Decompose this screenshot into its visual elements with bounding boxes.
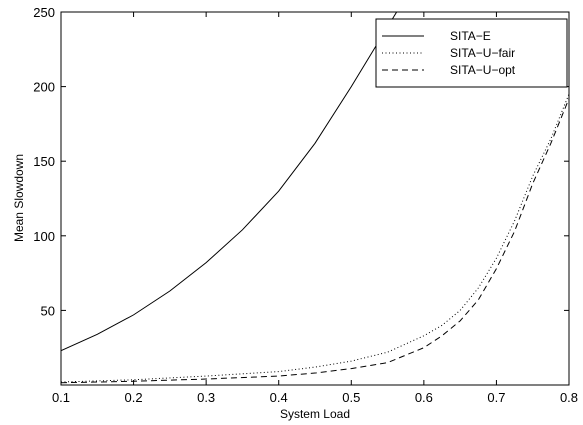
x-axis-title: System Load	[280, 407, 350, 421]
x-tick-label: 0.1	[52, 390, 70, 405]
x-tick-label: 0.8	[560, 390, 578, 405]
legend: SITA−E SITA−U−fair SITA−U−opt	[375, 18, 568, 88]
x-tick-label: 0.2	[125, 390, 143, 405]
y-tick-label: 100	[33, 229, 55, 244]
series-line-1	[61, 93, 569, 383]
axis-ticks	[60, 11, 570, 385]
x-tick-label: 0.3	[197, 390, 215, 405]
y-tick-label: 200	[33, 80, 55, 95]
x-tick-label: 0.5	[342, 390, 360, 405]
series-line-0	[61, 12, 398, 352]
legend-label-sita-u-opt: SITA−U−opt	[450, 63, 516, 77]
series-lines	[61, 12, 569, 384]
x-tick-label: 0.6	[415, 390, 433, 405]
legend-box	[375, 18, 568, 88]
y-tick-label: 150	[33, 154, 55, 169]
legend-label-sita-u-fair: SITA−U−fair	[450, 46, 515, 60]
x-tick-label: 0.7	[487, 390, 505, 405]
y-axis-title: Mean Slowdown	[12, 154, 26, 242]
x-tick-label: 0.4	[270, 390, 288, 405]
axis-tick-labels: 0.1 0.2 0.3 0.4 0.5 0.6 0.7 0.8 50 100 150 200 250	[33, 5, 578, 405]
y-tick-label: 50	[41, 303, 55, 318]
legend-label-sita-e: SITA−E	[450, 29, 491, 43]
series-line-2	[61, 98, 569, 384]
y-tick-label: 250	[33, 5, 55, 20]
